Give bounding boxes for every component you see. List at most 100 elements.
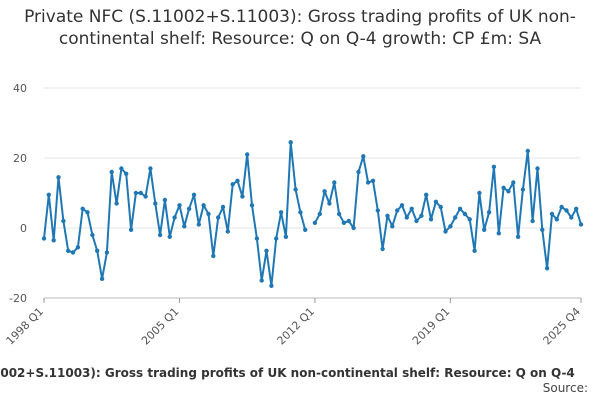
data-point — [274, 236, 279, 241]
data-point — [80, 206, 85, 211]
footer-caption: 1002+S.11003): Gross trading profits of … — [0, 364, 600, 384]
x-tick-label: 2025 Q4 — [541, 305, 584, 348]
data-point — [399, 203, 405, 208]
data-point — [472, 248, 477, 253]
data-point — [240, 194, 245, 199]
data-point — [99, 276, 105, 281]
data-point — [467, 217, 472, 222]
data-point — [264, 248, 269, 253]
data-point — [380, 246, 385, 252]
data-point — [66, 248, 71, 253]
data-point — [525, 148, 530, 154]
x-tick-label: 2012 Q1 — [275, 305, 318, 348]
y-tick-label: 20 — [13, 152, 27, 165]
data-point — [482, 227, 487, 232]
data-point — [85, 210, 90, 215]
data-point — [153, 201, 158, 206]
data-point — [245, 152, 250, 157]
data-point — [559, 204, 564, 210]
data-point — [569, 215, 574, 220]
data-point — [370, 178, 376, 183]
data-point — [51, 238, 56, 243]
data-point — [438, 204, 443, 210]
data-point — [453, 215, 458, 220]
data-point — [317, 211, 322, 217]
data-point — [95, 248, 100, 253]
data-point — [41, 236, 47, 241]
data-point — [346, 218, 351, 224]
data-point — [433, 199, 439, 204]
data-point — [235, 178, 240, 183]
data-point — [249, 203, 255, 208]
data-point — [138, 190, 143, 196]
data-point — [124, 171, 129, 176]
data-point — [549, 211, 555, 217]
data-point — [303, 227, 308, 232]
data-point — [390, 224, 395, 229]
chart-title: Private NFC (S.11002+S.11003): Gross tra… — [24, 7, 576, 49]
x-tick-label: 1998 Q1 — [4, 305, 47, 348]
data-point — [206, 211, 211, 217]
data-point — [332, 180, 337, 185]
data-point — [278, 210, 284, 215]
x-tick-label: 2019 Q1 — [410, 305, 453, 348]
data-point — [269, 283, 274, 288]
data-point — [530, 218, 535, 224]
gridlines — [44, 87, 581, 229]
data-point — [511, 180, 516, 185]
data-point — [404, 215, 409, 220]
y-tick-label: 40 — [13, 82, 27, 95]
data-point — [462, 211, 468, 217]
data-point — [177, 203, 182, 208]
data-point — [443, 229, 448, 234]
series-layer — [41, 140, 584, 288]
footer-caption-text: 1002+S.11003): Gross trading profits of … — [0, 366, 575, 380]
data-point — [61, 218, 66, 224]
data-point — [201, 203, 206, 208]
data-point — [128, 227, 134, 232]
series-line — [43, 141, 307, 287]
data-point — [288, 140, 293, 145]
data-point — [143, 194, 148, 199]
x-tick-label: 2005 Q1 — [139, 305, 182, 348]
data-point — [230, 182, 235, 187]
data-point — [75, 245, 81, 250]
data-point — [535, 166, 540, 171]
data-point — [167, 234, 172, 239]
data-point — [56, 175, 61, 180]
data-point — [254, 236, 260, 241]
data-point — [554, 217, 559, 222]
data-point — [148, 166, 153, 171]
data-point — [104, 250, 110, 255]
data-point — [409, 206, 414, 211]
data-point — [216, 215, 221, 220]
data-point — [162, 197, 168, 203]
data-point — [457, 206, 463, 211]
data-point — [540, 227, 545, 232]
data-point — [327, 201, 332, 206]
data-point — [341, 220, 347, 225]
y-tick-label: -20 — [9, 292, 27, 305]
data-point — [351, 225, 356, 231]
data-point — [90, 232, 95, 238]
data-point — [283, 234, 289, 239]
data-point — [448, 224, 453, 229]
data-point — [114, 201, 119, 206]
data-point — [70, 250, 76, 255]
data-point — [336, 211, 342, 217]
data-point — [515, 234, 521, 239]
data-point — [578, 222, 584, 227]
data-point — [491, 164, 497, 169]
data-point — [361, 154, 366, 159]
data-point — [424, 192, 429, 197]
data-point — [419, 213, 424, 218]
data-point — [356, 169, 361, 175]
data-point — [365, 180, 371, 185]
data-point — [574, 206, 579, 211]
data-point — [496, 231, 501, 236]
data-point — [211, 253, 216, 259]
data-point — [298, 210, 303, 215]
data-point — [225, 229, 230, 234]
data-point — [544, 266, 550, 271]
data-point — [196, 222, 201, 227]
